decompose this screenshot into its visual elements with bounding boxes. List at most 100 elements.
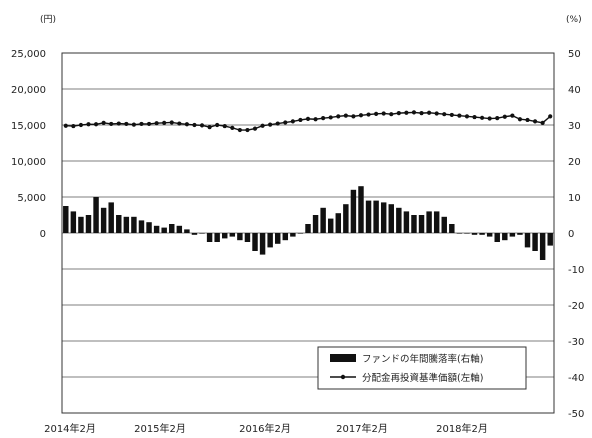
series-line — [65, 111, 551, 131]
bar — [312, 215, 319, 233]
line-point — [146, 121, 152, 127]
bar — [471, 233, 478, 235]
left-tick-label: 15,000 — [11, 121, 46, 132]
line-point — [479, 115, 485, 120]
bar — [267, 233, 273, 248]
bar — [418, 215, 425, 233]
right-tick-label: 40 — [568, 85, 581, 96]
bar — [524, 233, 531, 248]
right-tick-label: -20 — [568, 301, 584, 312]
right-tick-label: 20 — [568, 157, 581, 168]
line-point — [154, 121, 159, 126]
bar — [63, 206, 69, 233]
line-point — [169, 120, 174, 125]
line-point — [351, 114, 356, 119]
line-point — [207, 125, 212, 130]
bar — [380, 202, 387, 233]
bar — [237, 233, 243, 241]
line-point — [245, 127, 250, 133]
x-axis-labels: 2014年2月 2015年2月 2016年2月 2017年2月 2018年2月 — [44, 422, 488, 435]
bar — [509, 233, 516, 237]
bar — [153, 225, 160, 233]
legend-line-marker — [340, 374, 346, 380]
line-point — [313, 117, 318, 122]
bar — [123, 216, 130, 233]
bar — [456, 233, 463, 234]
line-point — [237, 127, 242, 133]
bar — [100, 207, 107, 233]
right-tick-label: 50 — [568, 49, 581, 60]
left-tick-label: 20,000 — [11, 85, 46, 96]
line-point — [230, 125, 235, 130]
bar — [343, 204, 349, 233]
line-point — [305, 116, 311, 121]
line-point — [411, 110, 417, 115]
bar — [464, 233, 470, 234]
bar — [441, 216, 447, 233]
bar — [411, 215, 417, 233]
line-point — [517, 117, 523, 122]
line-point — [290, 119, 295, 124]
line-point — [260, 123, 265, 128]
line-point — [252, 126, 258, 131]
bar — [502, 233, 508, 241]
legend: ファンドの年間騰落率(右軸) 分配金再投資基準価額(左軸) — [317, 346, 527, 390]
bar — [539, 233, 546, 260]
line-point — [63, 123, 68, 128]
bar — [138, 220, 145, 233]
line-point — [374, 111, 379, 116]
line-point — [427, 110, 432, 115]
legend-line-label: 分配金再投資基準価額(左軸) — [362, 372, 483, 384]
line-point — [71, 123, 76, 129]
right-tick-label: -10 — [568, 265, 584, 276]
line-point — [215, 122, 220, 128]
line-point — [525, 117, 530, 123]
left-tick-label: 0 — [40, 229, 46, 240]
bar — [191, 233, 198, 235]
line-point — [116, 121, 121, 126]
bar — [449, 224, 455, 233]
line-point — [298, 117, 303, 123]
bar-series — [63, 186, 553, 260]
x-tick-label: 2017年2月 — [336, 422, 388, 435]
line-point — [124, 121, 129, 127]
bar — [131, 216, 137, 233]
legend-bar-swatch — [330, 354, 356, 362]
line-point — [487, 116, 492, 121]
line-point — [78, 122, 84, 128]
bar — [358, 186, 364, 233]
bar — [297, 233, 304, 234]
left-axis-unit: (円) — [40, 14, 56, 25]
line-point — [343, 113, 348, 118]
bar — [282, 233, 289, 241]
line-point — [162, 120, 167, 125]
bar — [176, 225, 183, 233]
right-tick-label: -40 — [568, 373, 584, 384]
line-point — [510, 113, 515, 118]
x-tick-label: 2014年2月 — [44, 422, 96, 435]
line-point — [548, 114, 553, 119]
line-point — [449, 112, 454, 118]
line-point — [283, 120, 288, 125]
bar — [259, 233, 266, 255]
line-point — [366, 112, 371, 117]
bar — [214, 233, 220, 242]
bar — [290, 233, 296, 237]
line-point — [336, 114, 341, 119]
bar — [199, 233, 205, 234]
line-point — [93, 122, 99, 127]
bar — [532, 233, 538, 251]
line-point — [381, 111, 386, 116]
line-point — [502, 114, 507, 119]
bar — [146, 222, 152, 233]
line-point — [192, 122, 197, 128]
bar — [494, 233, 500, 242]
left-axis-ticks: 25,000 20,000 15,000 10,000 5,000 0 — [11, 49, 46, 240]
right-tick-label: 30 — [568, 121, 581, 132]
bar — [85, 215, 92, 233]
bar — [517, 233, 523, 235]
bar — [479, 233, 485, 235]
right-tick-label: -30 — [568, 337, 584, 348]
bar — [547, 233, 553, 246]
